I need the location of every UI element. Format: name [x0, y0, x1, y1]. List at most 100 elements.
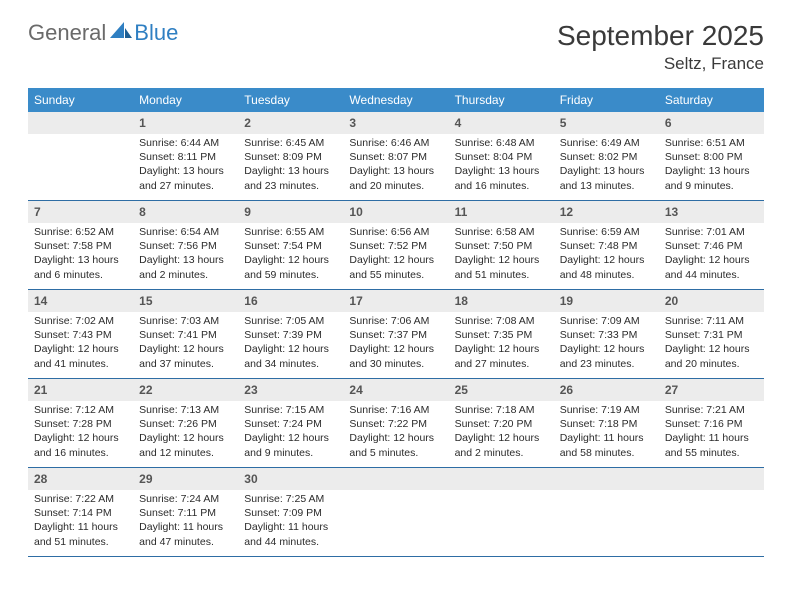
- sunset-text: Sunset: 7:14 PM: [34, 506, 127, 520]
- daylight-text: Daylight: 12 hours and 30 minutes.: [349, 342, 442, 370]
- sunset-text: Sunset: 7:24 PM: [244, 417, 337, 431]
- day-header-cell: Wednesday: [343, 88, 448, 112]
- day-cell: [659, 468, 764, 556]
- day-cell: 17Sunrise: 7:06 AMSunset: 7:37 PMDayligh…: [343, 290, 448, 378]
- daylight-text: Daylight: 12 hours and 37 minutes.: [139, 342, 232, 370]
- day-number: 10: [349, 205, 362, 219]
- sunrise-text: Sunrise: 6:54 AM: [139, 225, 232, 239]
- day-cell: 21Sunrise: 7:12 AMSunset: 7:28 PMDayligh…: [28, 379, 133, 467]
- sunrise-text: Sunrise: 6:58 AM: [455, 225, 548, 239]
- sunrise-text: Sunrise: 7:05 AM: [244, 314, 337, 328]
- day-number: 27: [665, 383, 678, 397]
- day-body: Sunrise: 6:55 AMSunset: 7:54 PMDaylight:…: [238, 223, 343, 288]
- day-number: 23: [244, 383, 257, 397]
- day-number: 8: [139, 205, 146, 219]
- daylight-text: Daylight: 13 hours and 16 minutes.: [455, 164, 548, 192]
- day-number-row: 18: [449, 290, 554, 312]
- day-number-row: 10: [343, 201, 448, 223]
- sunset-text: Sunset: 7:11 PM: [139, 506, 232, 520]
- week-row: 1Sunrise: 6:44 AMSunset: 8:11 PMDaylight…: [28, 112, 764, 201]
- daylight-text: Daylight: 12 hours and 16 minutes.: [34, 431, 127, 459]
- day-number: 17: [349, 294, 362, 308]
- sunrise-text: Sunrise: 7:03 AM: [139, 314, 232, 328]
- day-number: 12: [560, 205, 573, 219]
- day-number: 7: [34, 205, 41, 219]
- daylight-text: Daylight: 12 hours and 9 minutes.: [244, 431, 337, 459]
- day-cell: 11 Sunrise: 6:58 AMSunset: 7:50 PMDayligh…: [449, 201, 554, 289]
- day-header-cell: Monday: [133, 88, 238, 112]
- sunset-text: Sunset: 8:09 PM: [244, 150, 337, 164]
- sunrise-text: Sunrise: 7:21 AM: [665, 403, 758, 417]
- day-number-row: 14: [28, 290, 133, 312]
- daylight-text: Daylight: 12 hours and 27 minutes.: [455, 342, 548, 370]
- day-body: [28, 134, 133, 142]
- day-cell: 27 Sunrise: 7:21 AMSunset: 7:16 PMDayligh…: [659, 379, 764, 467]
- day-number: 19: [560, 294, 573, 308]
- day-number-row: 28: [28, 468, 133, 490]
- day-body: Sunrise: 6:45 AMSunset: 8:09 PMDaylight:…: [238, 134, 343, 199]
- day-cell: 1Sunrise: 6:44 AMSunset: 8:11 PMDaylight…: [133, 112, 238, 200]
- day-body: Sunrise: 6:46 AMSunset: 8:07 PMDaylight:…: [343, 134, 448, 199]
- day-cell: 12Sunrise: 6:59 AMSunset: 7:48 PMDayligh…: [554, 201, 659, 289]
- day-cell: 24Sunrise: 7:16 AMSunset: 7:22 PMDayligh…: [343, 379, 448, 467]
- day-cell: 3 Sunrise: 6:46 AMSunset: 8:07 PMDaylight…: [343, 112, 448, 200]
- sunset-text: Sunset: 7:50 PM: [455, 239, 548, 253]
- day-number: 9: [244, 205, 251, 219]
- day-number-row: [659, 468, 764, 490]
- sunrise-text: Sunrise: 6:46 AM: [349, 136, 442, 150]
- day-cell: 7Sunrise: 6:52 AMSunset: 7:58 PMDaylight…: [28, 201, 133, 289]
- day-number: 30: [244, 472, 257, 486]
- day-number: 2: [244, 116, 251, 130]
- sunrise-text: Sunrise: 6:49 AM: [560, 136, 653, 150]
- day-number: 24: [349, 383, 362, 397]
- sunrise-text: Sunrise: 7:06 AM: [349, 314, 442, 328]
- daylight-text: Daylight: 12 hours and 51 minutes.: [455, 253, 548, 281]
- day-number: 29: [139, 472, 152, 486]
- daylight-text: Daylight: 12 hours and 59 minutes.: [244, 253, 337, 281]
- daylight-text: Daylight: 12 hours and 41 minutes.: [34, 342, 127, 370]
- day-body: Sunrise: 7:22 AMSunset: 7:14 PMDaylight:…: [28, 490, 133, 555]
- day-body: Sunrise: 7:12 AMSunset: 7:28 PMDaylight:…: [28, 401, 133, 466]
- sunset-text: Sunset: 7:58 PM: [34, 239, 127, 253]
- sunset-text: Sunset: 7:46 PM: [665, 239, 758, 253]
- daylight-text: Daylight: 13 hours and 2 minutes.: [139, 253, 232, 281]
- day-cell: 16Sunrise: 7:05 AMSunset: 7:39 PMDayligh…: [238, 290, 343, 378]
- day-body: Sunrise: 6:44 AMSunset: 8:11 PMDaylight:…: [133, 134, 238, 199]
- day-number: 28: [34, 472, 47, 486]
- day-number: 11: [455, 205, 468, 219]
- day-header-cell: Friday: [554, 88, 659, 112]
- sunrise-text: Sunrise: 7:01 AM: [665, 225, 758, 239]
- day-body: Sunrise: 7:13 AMSunset: 7:26 PMDaylight:…: [133, 401, 238, 466]
- daylight-text: Daylight: 11 hours and 44 minutes.: [244, 520, 337, 548]
- sunrise-text: Sunrise: 6:59 AM: [560, 225, 653, 239]
- daylight-text: Daylight: 11 hours and 51 minutes.: [34, 520, 127, 548]
- sunrise-text: Sunrise: 6:51 AM: [665, 136, 758, 150]
- week-row: 7Sunrise: 6:52 AMSunset: 7:58 PMDaylight…: [28, 201, 764, 290]
- day-body: Sunrise: 7:25 AMSunset: 7:09 PMDaylight:…: [238, 490, 343, 555]
- sunset-text: Sunset: 8:07 PM: [349, 150, 442, 164]
- sunrise-text: Sunrise: 7:15 AM: [244, 403, 337, 417]
- calendar-page: General Blue September 2025 Seltz, Franc…: [0, 0, 792, 577]
- sunset-text: Sunset: 7:54 PM: [244, 239, 337, 253]
- sunrise-text: Sunrise: 6:45 AM: [244, 136, 337, 150]
- day-body: Sunrise: 6:56 AMSunset: 7:52 PMDaylight:…: [343, 223, 448, 288]
- day-body: Sunrise: 7:21 AMSunset: 7:16 PMDaylight:…: [659, 401, 764, 466]
- month-title: September 2025: [557, 20, 764, 52]
- sunset-text: Sunset: 7:20 PM: [455, 417, 548, 431]
- day-body: Sunrise: 7:24 AMSunset: 7:11 PMDaylight:…: [133, 490, 238, 555]
- day-number-row: 5: [554, 112, 659, 134]
- sunrise-text: Sunrise: 7:13 AM: [139, 403, 232, 417]
- sunrise-text: Sunrise: 7:08 AM: [455, 314, 548, 328]
- day-number: 3: [349, 116, 356, 130]
- day-number-row: 20: [659, 290, 764, 312]
- day-body: Sunrise: 6:48 AMSunset: 8:04 PMDaylight:…: [449, 134, 554, 199]
- day-cell: 15Sunrise: 7:03 AMSunset: 7:41 PMDayligh…: [133, 290, 238, 378]
- day-number: 25: [455, 383, 468, 397]
- day-number-row: [554, 468, 659, 490]
- day-body: Sunrise: 7:18 AMSunset: 7:20 PMDaylight:…: [449, 401, 554, 466]
- day-number-row: 25: [449, 379, 554, 401]
- day-body: Sunrise: 7:01 AMSunset: 7:46 PMDaylight:…: [659, 223, 764, 288]
- day-cell: [554, 468, 659, 556]
- day-number: 14: [34, 294, 47, 308]
- weeks-container: 1Sunrise: 6:44 AMSunset: 8:11 PMDaylight…: [28, 112, 764, 557]
